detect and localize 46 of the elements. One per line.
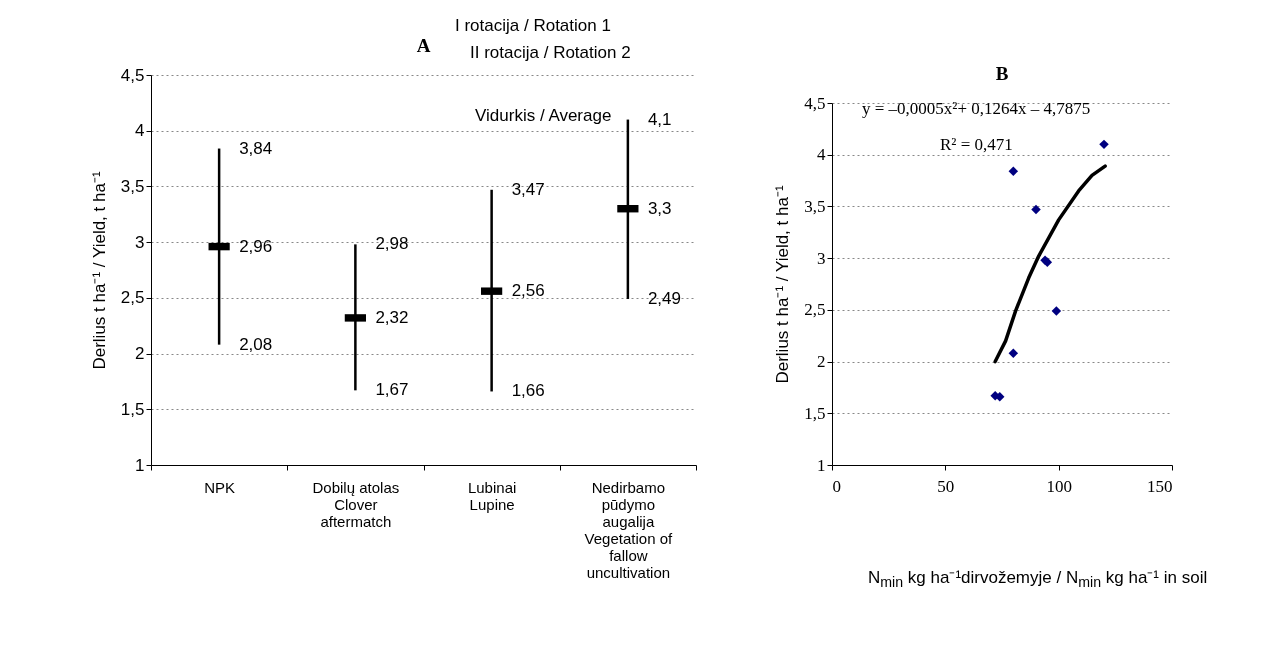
annotation: 1,67 bbox=[375, 380, 409, 400]
x-tick-label: 0 bbox=[832, 476, 841, 496]
y-tick-label: 3,5 bbox=[804, 196, 826, 216]
x-tick-label: Dobilų atolas Clover aftermatch bbox=[312, 478, 400, 530]
x-tick-label: 50 bbox=[937, 476, 955, 496]
annotation: 3,47 bbox=[511, 179, 545, 199]
y-tick-label: 2,5 bbox=[804, 300, 826, 320]
annotation: 2,98 bbox=[375, 234, 409, 254]
y-axis-title: Derlius t ha⁻¹ / Yield, t ha⁻¹ bbox=[89, 171, 109, 370]
y-tick-label: 1,5 bbox=[120, 399, 145, 419]
annotation: 1,66 bbox=[511, 381, 545, 401]
chart-title: A bbox=[416, 35, 431, 56]
annotation: y = –0,0005x²+ 0,1264x – 4,7875 bbox=[862, 99, 1091, 119]
annotation: 4,1 bbox=[647, 109, 672, 129]
x-tick-label: 100 bbox=[1046, 476, 1072, 496]
y-tick-label: 3,5 bbox=[120, 176, 145, 196]
annotation: 2,49 bbox=[647, 288, 681, 308]
x-tick-label: Nedirbamo pūdymo augalija Vegetation of fallow uncultivation bbox=[584, 478, 673, 581]
x-tick-label: 150 bbox=[1147, 476, 1173, 496]
y-tick-label: 4,5 bbox=[120, 65, 145, 85]
data-label: 3,3 bbox=[647, 198, 672, 218]
x-tick-label: NPK bbox=[204, 478, 236, 496]
annotation: Vidurkis / Average bbox=[475, 106, 612, 126]
chart-title: B bbox=[995, 63, 1009, 84]
x-axis-title: N$_{min}$ kg ha⁻¹dirvožemyje / N$_{min}$ kg ha⁻¹ in soil bbox=[868, 567, 1208, 591]
annotation: 3,84 bbox=[239, 138, 273, 158]
y-tick-label: 4 bbox=[135, 121, 145, 141]
data-label: 2,56 bbox=[511, 281, 545, 301]
annotation: R² = 0,471 bbox=[940, 135, 1013, 155]
y-tick-label: 3 bbox=[817, 248, 826, 268]
data-label: 2,32 bbox=[375, 307, 409, 327]
annotation: 2,08 bbox=[239, 334, 273, 354]
y-tick-label: 1,5 bbox=[804, 403, 826, 423]
y-tick-label: 3 bbox=[135, 232, 145, 252]
y-tick-label: 2 bbox=[817, 352, 826, 372]
y-axis-title: Derlius t ha⁻¹ / Yield, t ha⁻¹ bbox=[773, 185, 793, 384]
text: II rotacija / Rotation 2 bbox=[470, 43, 631, 63]
y-tick-label: 4 bbox=[817, 145, 826, 165]
y-tick-label: 4,5 bbox=[804, 93, 826, 113]
y-tick-label: 1 bbox=[817, 455, 826, 475]
x-tick-label: Lubinai Lupine bbox=[467, 478, 517, 513]
y-tick-label: 1 bbox=[135, 455, 145, 475]
y-tick-label: 2,5 bbox=[120, 288, 145, 308]
y-tick-label: 2 bbox=[135, 344, 145, 364]
data-label: 2,96 bbox=[239, 236, 273, 256]
text: I rotacija / Rotation 1 bbox=[455, 16, 611, 36]
